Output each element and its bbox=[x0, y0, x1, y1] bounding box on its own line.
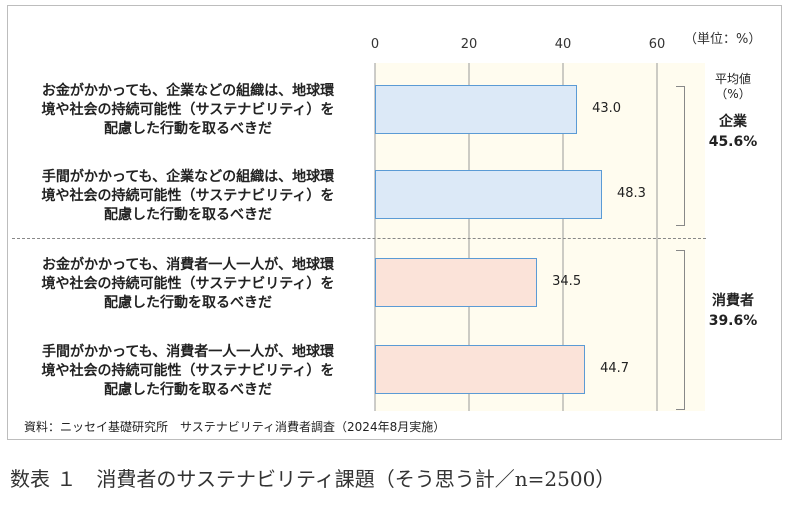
x-tick-label: 60 bbox=[648, 37, 666, 52]
average-consumer-value: 39.6% bbox=[708, 313, 758, 329]
x-tick-label: 0 bbox=[370, 37, 380, 52]
category-label-line: 境や社会の持続可能性（サステナビリティ）を bbox=[41, 188, 335, 204]
category-label-line: 配慮した行動を取るべきだ bbox=[104, 382, 272, 398]
bar bbox=[375, 170, 602, 219]
bar-value-label: 48.3 bbox=[617, 186, 646, 201]
average-header-line2: （%） bbox=[715, 87, 751, 101]
category-label-line: 境や社会の持続可能性（サステナビリティ）を bbox=[41, 363, 335, 379]
average-corporate-name: 企業 bbox=[719, 114, 747, 130]
category-label-line: 境や社会の持続可能性（サステナビリティ）を bbox=[41, 276, 335, 292]
bar-value-label: 34.5 bbox=[552, 274, 582, 289]
bracket-consumer bbox=[676, 250, 685, 410]
category-label: 手間がかかっても、企業などの組織は、地球環 境や社会の持続可能性（サステナビリティ… bbox=[12, 168, 364, 225]
average-corporate-value: 45.6% bbox=[708, 134, 758, 150]
bar-value-label: 43.0 bbox=[592, 101, 622, 116]
average-header: 平均値 （%） bbox=[698, 72, 768, 102]
category-label-line: お金がかかっても、企業などの組織は、地球環 bbox=[41, 83, 335, 99]
category-label: 手間がかかっても、消費者一人一人が、地球環 境や社会の持続可能性（サステナビリティ… bbox=[12, 343, 364, 400]
category-label-line: 手間がかかっても、消費者一人一人が、地球環 bbox=[42, 344, 334, 360]
group-divider bbox=[12, 238, 706, 239]
bar bbox=[375, 258, 538, 307]
bar bbox=[375, 345, 586, 394]
average-consumer: 消費者 39.6% bbox=[698, 291, 768, 331]
category-label: お金がかかっても、消費者一人一人が、地球環 境や社会の持続可能性（サステナビリティ… bbox=[12, 256, 364, 313]
average-corporate: 企業 45.6% bbox=[698, 112, 768, 152]
category-label-line: 配慮した行動を取るべきだ bbox=[104, 295, 272, 311]
category-label-line: お金がかかっても、消費者一人一人が、地球環 bbox=[42, 257, 334, 273]
unit-label: （単位：%） bbox=[684, 32, 762, 47]
figure-caption: 数表 １ 消費者のサステナビリティ課題（そう思う計／n=2500） bbox=[10, 467, 616, 491]
source-note: 資料：ニッセイ基礎研究所 サステナビリティ消費者調査（2024年8月実施） bbox=[24, 420, 446, 434]
category-label-line: 配慮した行動を取るべきだ bbox=[104, 121, 272, 137]
bar bbox=[375, 85, 578, 134]
category-label-line: 配慮した行動を取るべきだ bbox=[104, 207, 272, 223]
category-label: お金がかかっても、企業などの組織は、地球環 境や社会の持続可能性（サステナビリティ… bbox=[12, 82, 364, 139]
average-header-line1: 平均値 bbox=[714, 72, 751, 86]
bracket-corporate bbox=[676, 86, 685, 226]
x-tick-label: 40 bbox=[554, 37, 572, 52]
category-label-line: 手間がかかっても、企業などの組織は、地球環 bbox=[41, 169, 335, 185]
bar-value-label: 44.7 bbox=[600, 361, 630, 376]
category-label-line: 境や社会の持続可能性（サステナビリティ）を bbox=[41, 102, 335, 118]
x-tick-label: 20 bbox=[460, 37, 478, 52]
average-consumer-name: 消費者 bbox=[712, 293, 754, 309]
